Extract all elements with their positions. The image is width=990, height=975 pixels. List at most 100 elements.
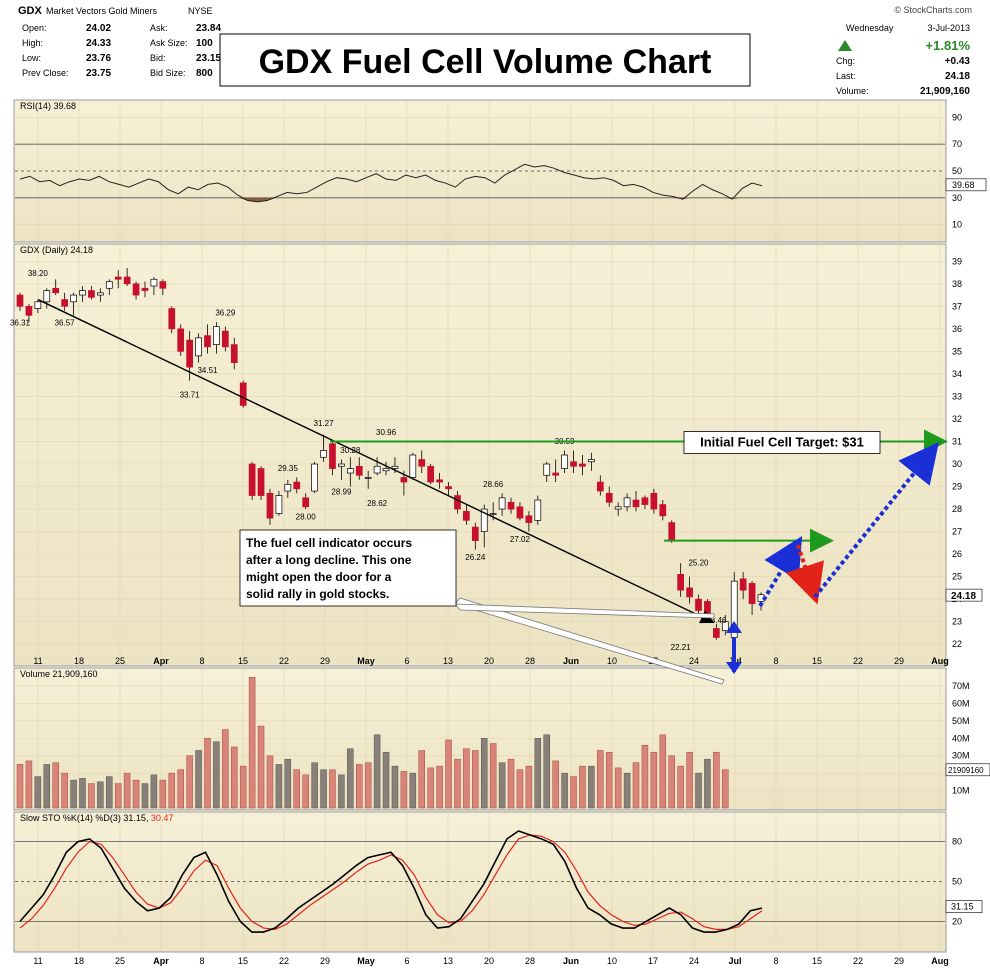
candle-body (534, 499, 542, 521)
candle-body (445, 486, 452, 490)
volume-bar (97, 781, 104, 809)
quote-summary: Chg: +0.43 Last: 24.18 Volume: 21,909,160 (836, 56, 970, 97)
candle-body (293, 481, 301, 490)
price-label: 26.24 (465, 553, 486, 562)
candle-body (88, 290, 95, 298)
price-tick: 26 (952, 549, 962, 559)
volume-bar (364, 762, 372, 809)
decline-trendline (37, 298, 715, 624)
volume-bar (534, 738, 542, 809)
price-label: 23.46 (706, 616, 727, 625)
price-label: 31.27 (314, 419, 335, 428)
volume-bar (302, 774, 309, 809)
annotation-text: after a long decline. This one (246, 553, 412, 567)
candle-body (177, 328, 185, 352)
volume-bar (123, 772, 131, 809)
volume-bar (150, 774, 158, 809)
candle-body (516, 506, 524, 519)
candle-body (79, 290, 86, 296)
volume-bar (320, 769, 327, 809)
volume-bar (284, 758, 292, 809)
x-tick-label: 13 (443, 956, 453, 966)
x-tick-label: 20 (484, 956, 494, 966)
volume-tick: 60M (952, 698, 970, 708)
candle-body (329, 443, 336, 469)
x-tick-label: Apr (153, 956, 169, 966)
rsi-oversold-fill (682, 197, 693, 200)
annotations: Initial Fuel Cell Target: $31 The fuel ce… (37, 298, 948, 685)
x-tick-label: 8 (199, 656, 204, 666)
volume-bar (632, 762, 640, 809)
candle-body (632, 499, 640, 508)
stat-value: 24.33 (86, 38, 111, 49)
candle-body (454, 495, 461, 510)
volume-bar (463, 748, 470, 809)
volume-bar (266, 755, 274, 809)
x-tick-label: 29 (894, 956, 904, 966)
candle-body (150, 278, 158, 287)
overlay-title: GDX Fuel Cell Volume Chart (259, 43, 712, 81)
stat-label: Low: (22, 53, 41, 63)
price-label: 36.31 (10, 319, 31, 328)
overlay-title-box (219, 33, 751, 87)
stat-label: Ask: (150, 23, 168, 33)
stoch-k-line (19, 830, 763, 933)
price-label: 38.20 (28, 269, 49, 278)
volume-bar (204, 738, 211, 809)
stoch-panel (13, 811, 947, 953)
volume-bar (195, 750, 202, 809)
x-tick-label: 6 (404, 956, 409, 966)
price-label: 28.00 (296, 512, 317, 521)
volume-bar (52, 762, 59, 809)
price-label: 28.62 (367, 499, 388, 508)
volume-bar (222, 729, 229, 809)
candle-body (704, 601, 711, 616)
candle-body (409, 454, 417, 478)
volume-bar (722, 769, 729, 809)
candle-body (195, 337, 202, 357)
stat-value: 23.75 (86, 68, 111, 79)
candle-body (623, 497, 631, 508)
candle-body (677, 574, 685, 591)
price-tick: 37 (952, 301, 962, 311)
volume-bar (382, 751, 390, 809)
volume-bar (373, 734, 381, 809)
rsi-tick: 10 (952, 220, 962, 230)
price-label: 29.35 (278, 464, 299, 473)
price-tick: 39 (952, 256, 962, 266)
symbol: GDX (18, 5, 43, 17)
volume-bar (177, 769, 184, 809)
candle-body (239, 382, 247, 406)
volume-bar (356, 764, 363, 809)
candle-body (588, 459, 595, 463)
price-tick: 34 (952, 369, 962, 379)
candle-body (721, 621, 729, 632)
candle-body (266, 492, 274, 519)
volume-bar (79, 778, 86, 809)
candle-body (552, 472, 560, 476)
price-tick: 35 (952, 346, 962, 356)
price-tick: 33 (952, 391, 962, 401)
x-tick-label: 25 (115, 956, 125, 966)
target-label: Initial Fuel Cell Target: $31 (700, 434, 864, 449)
candle-body (132, 283, 140, 296)
exchange: NYSE (188, 6, 213, 16)
volume-bars (16, 676, 729, 809)
rsi-last-box (945, 178, 987, 192)
volume-panel (13, 667, 947, 811)
volume-bar (623, 772, 631, 809)
stat-value: 24.02 (86, 23, 111, 34)
candle-body (204, 335, 211, 348)
x-tick-label: 11 (33, 956, 42, 966)
volume-bar (409, 772, 417, 809)
price-label: 28.66 (483, 480, 504, 489)
volume-bar (347, 748, 354, 809)
price-label: 33.71 (180, 391, 201, 400)
volume-bar (489, 743, 497, 809)
x-tick-label: Jul (728, 956, 741, 966)
rsi-line (19, 163, 763, 203)
candle-body (302, 497, 310, 508)
x-tick-label: 20 (484, 656, 494, 666)
volume-bar (16, 764, 24, 809)
x-tick-label: Jun (563, 656, 579, 666)
